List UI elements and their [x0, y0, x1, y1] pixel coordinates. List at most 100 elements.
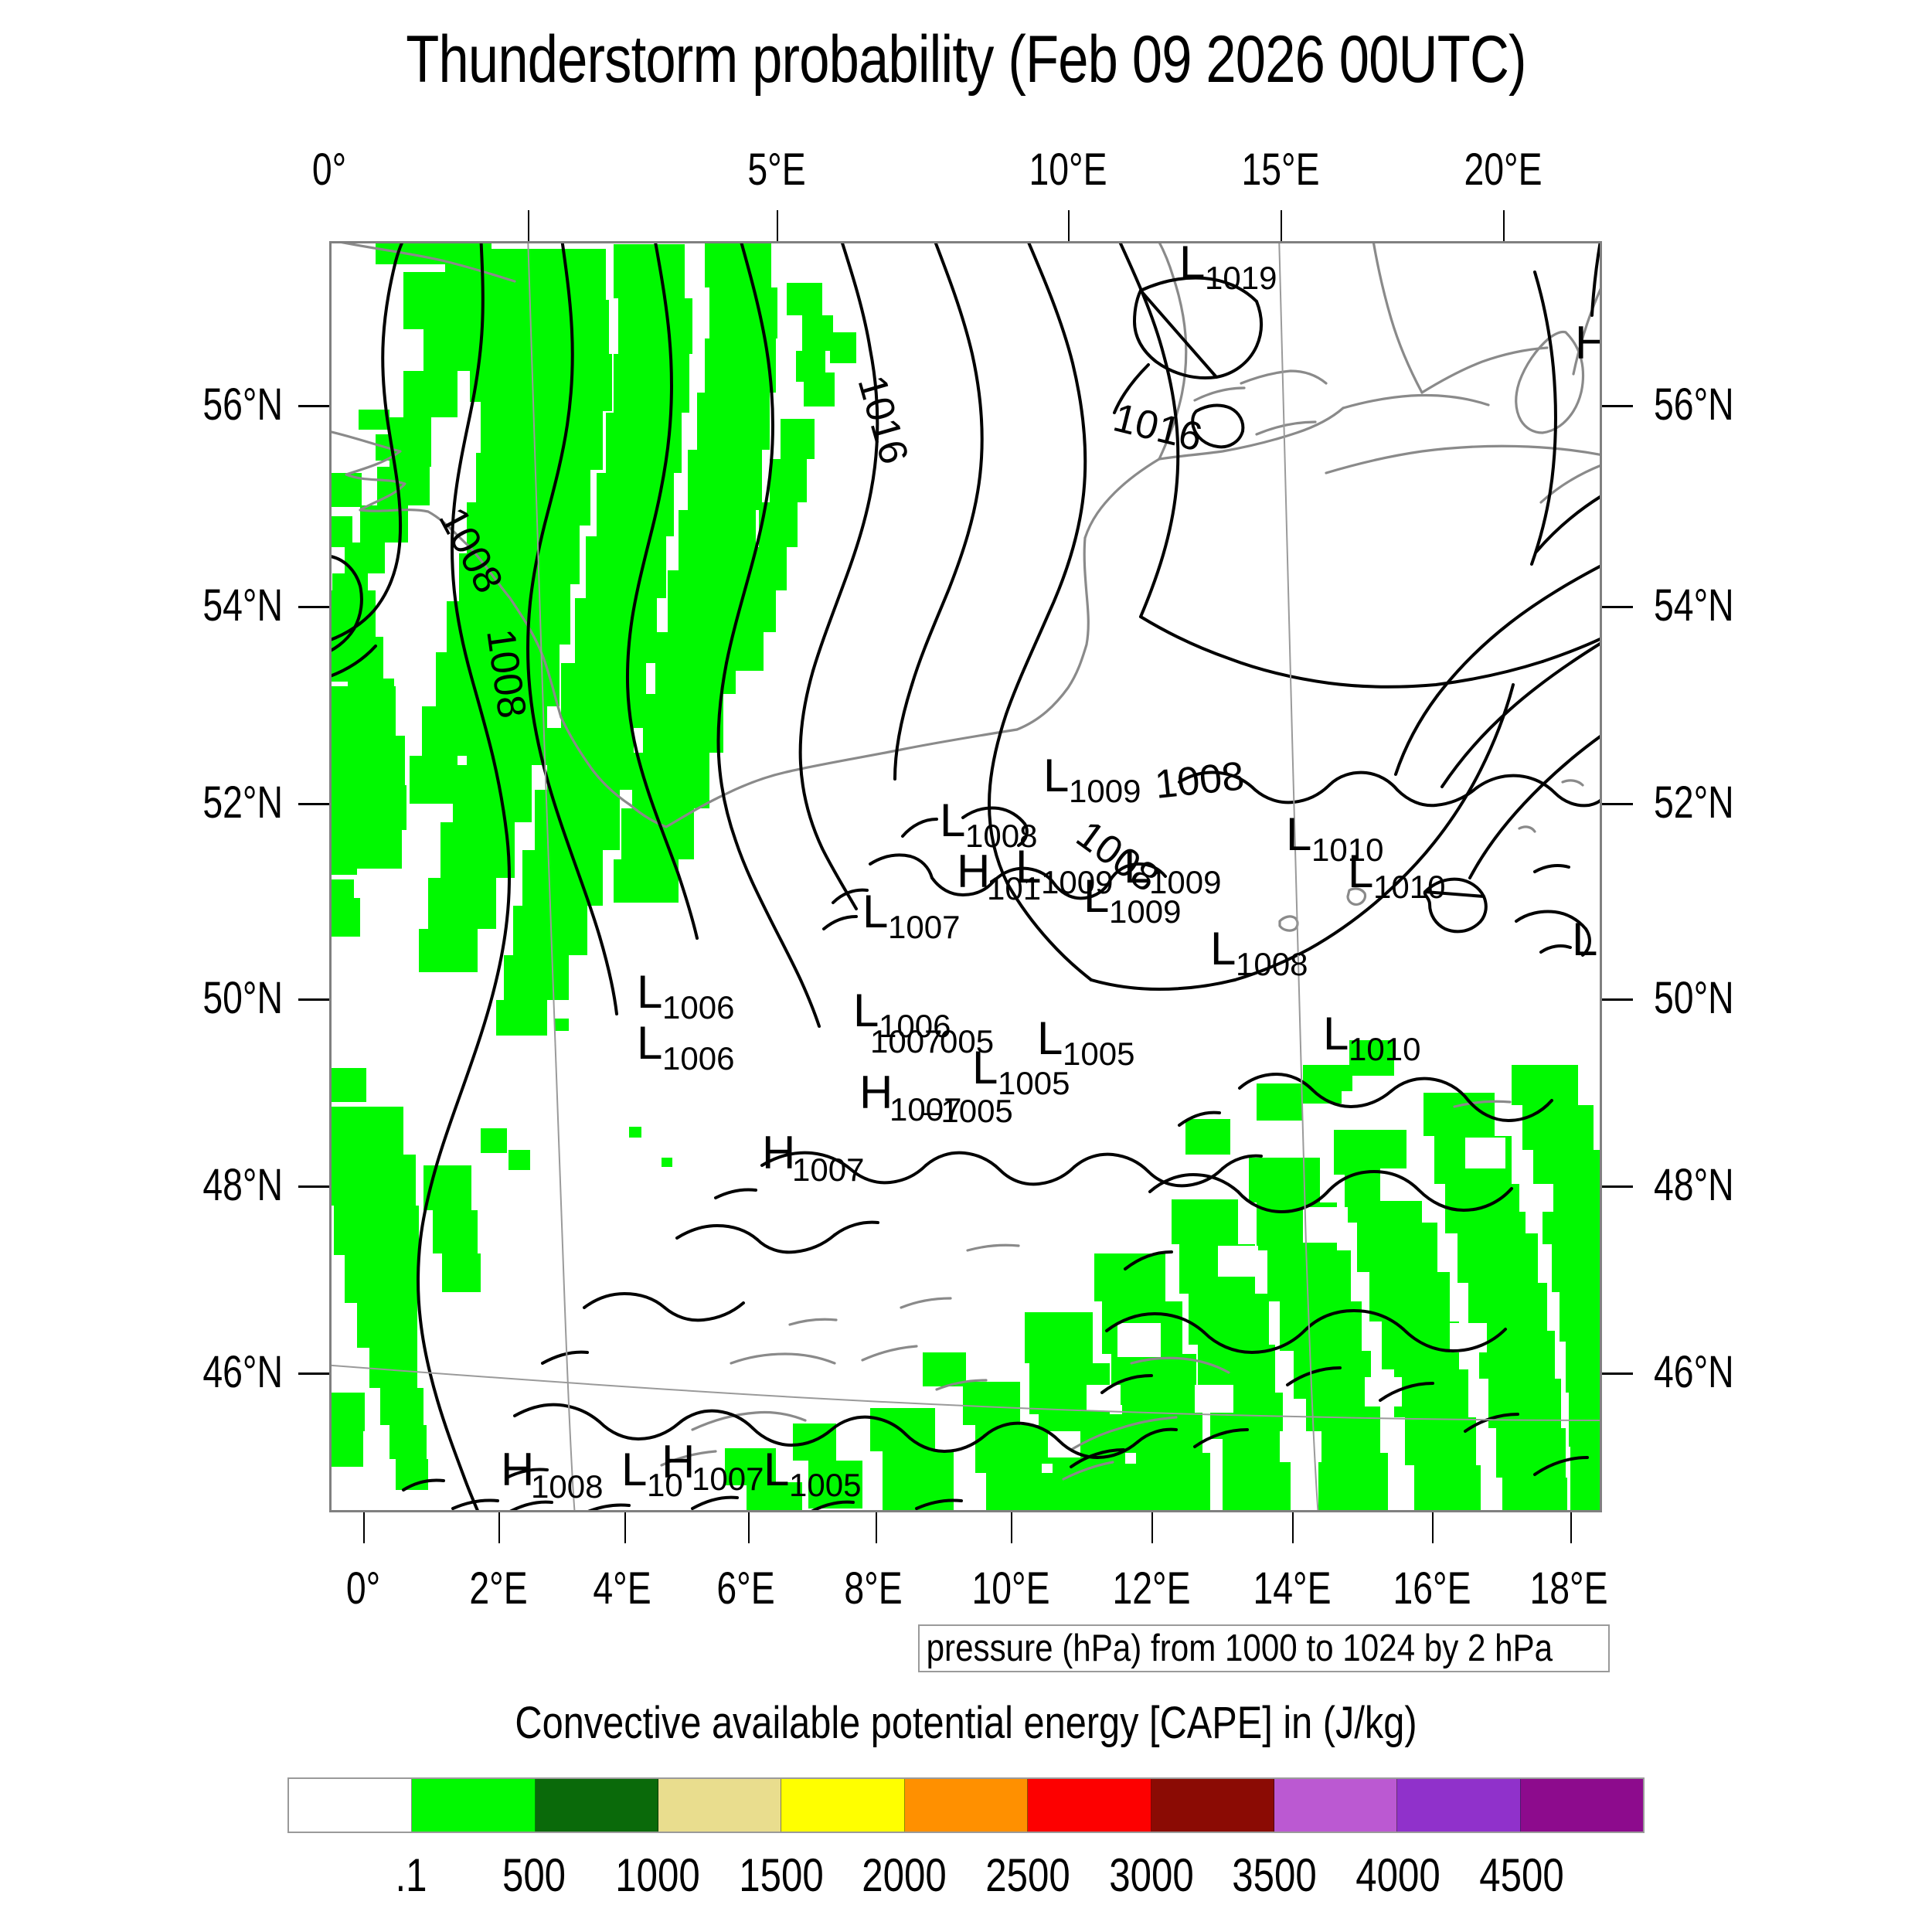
- svg-text:1009: 1009: [1149, 864, 1221, 900]
- axis-top-label-3: 15°E: [1241, 145, 1320, 195]
- pc-H1008-bottom: H 1008: [501, 1444, 603, 1505]
- svg-text:1005: 1005: [789, 1467, 861, 1503]
- svg-text:H: H: [501, 1444, 534, 1495]
- svg-text:1007: 1007: [792, 1151, 864, 1188]
- axis-right-label-2: 52°N: [1654, 777, 1734, 828]
- colorbar-label-9: 4500: [1478, 1849, 1564, 1901]
- colorbar-cell-8[interactable]: [1274, 1779, 1398, 1832]
- pc-L1005-bottom: L 1005: [764, 1444, 861, 1503]
- tick-top-5: [777, 210, 778, 241]
- pc-L1009-a: L 1009: [1043, 750, 1141, 809]
- axis-right-label-0: 56°N: [1654, 379, 1734, 430]
- svg-text:L: L: [1037, 1012, 1063, 1064]
- axis-left-label-2: 52°N: [202, 777, 283, 828]
- tick-bottom-10: [1011, 1512, 1012, 1543]
- map-plot-area[interactable]: 1016 1016 1008 1008 1008 1008: [329, 241, 1602, 1512]
- axis-top-label-2: 10°E: [1029, 145, 1107, 195]
- colorbar-cell-2[interactable]: [535, 1779, 659, 1832]
- tick-left-54: [298, 606, 329, 608]
- svg-text:1005: 1005: [998, 1065, 1070, 1101]
- tick-left-56: [298, 405, 329, 407]
- pressure-centres: L 1019 H 1 L 1009 L 1008: [501, 241, 1602, 1505]
- axis-bottom-label-1: 2°E: [469, 1563, 528, 1614]
- colorbar-cell-7[interactable]: [1151, 1779, 1274, 1832]
- colorbar-cell-3[interactable]: [658, 1779, 782, 1832]
- svg-text:H: H: [1575, 317, 1602, 369]
- tick-bottom-8: [876, 1512, 877, 1543]
- colorbar-label-2: 1000: [615, 1849, 700, 1901]
- colorbar-cell-0[interactable]: [289, 1779, 413, 1832]
- tick-bottom-4: [624, 1512, 626, 1543]
- plain-label-1005-dash: –1005: [923, 1093, 1013, 1129]
- colorbar-label-6: 3000: [1108, 1849, 1194, 1901]
- svg-text:1009: 1009: [1069, 773, 1141, 809]
- tick-bottom-16: [1432, 1512, 1434, 1543]
- isobar-label-1008-c: 1008: [1153, 753, 1247, 808]
- pc-L1008-a: L 1008: [940, 794, 1037, 854]
- tick-right-52: [1602, 803, 1633, 805]
- svg-text:L: L: [1323, 1008, 1349, 1060]
- pc-L1005-a: L 1005: [1037, 1012, 1134, 1072]
- tick-right-56: [1602, 405, 1633, 407]
- colorbar-label-7: 3500: [1232, 1849, 1318, 1901]
- colorbar-cell-9[interactable]: [1397, 1779, 1521, 1832]
- axis-bottom-label-6: 12°E: [1112, 1563, 1191, 1614]
- svg-text:L: L: [637, 966, 662, 1018]
- colorbar-label-5: 2500: [985, 1849, 1070, 1901]
- axis-bottom-label-8: 16°E: [1393, 1563, 1471, 1614]
- svg-text:L: L: [853, 985, 879, 1036]
- svg-text:L: L: [1348, 845, 1373, 897]
- axis-left-label-3: 50°N: [202, 973, 283, 1023]
- colorbar-cell-10[interactable]: [1520, 1779, 1643, 1832]
- svg-text:1008: 1008: [531, 1468, 603, 1505]
- colorbar-labels: .1 500 1000 1500 2000 2500 3000 3500 400…: [287, 1849, 1645, 1910]
- tick-left-50: [298, 998, 329, 1001]
- page-title: Thunderstorm probability (Feb 09 2026 00…: [406, 22, 1526, 97]
- svg-text:L: L: [1210, 923, 1236, 975]
- colorbar-cell-4[interactable]: [781, 1779, 905, 1832]
- pc-L10-bottom: L 10: [621, 1444, 683, 1503]
- map-canvas[interactable]: 1016 1016 1008 1008 1008 1008: [329, 241, 1602, 1512]
- pc-L1019: L 1019: [1179, 241, 1277, 296]
- pc-H1007-bottom: H 1007: [662, 1436, 764, 1497]
- colorbar-label-0: .1: [395, 1849, 427, 1901]
- svg-text:L: L: [972, 1042, 998, 1094]
- tick-bottom-18: [1570, 1512, 1572, 1543]
- pc-L1009-b: L 1009: [1015, 841, 1113, 900]
- colorbar-cells: [287, 1777, 1645, 1833]
- svg-text:H: H: [957, 845, 990, 897]
- pc-L1006-c: L 1006: [637, 1017, 734, 1077]
- colorbar-cell-1[interactable]: [412, 1779, 536, 1832]
- axis-bottom-label-3: 6°E: [716, 1563, 775, 1614]
- tick-bottom-6: [748, 1512, 750, 1543]
- tick-top-0: [528, 210, 529, 241]
- svg-text:L: L: [764, 1444, 789, 1495]
- axis-top-label-1: 5°E: [747, 145, 806, 195]
- colorbar-cell-6[interactable]: [1028, 1779, 1151, 1832]
- pc-L1005-b: L 1005: [972, 1042, 1070, 1101]
- svg-text:1010: 1010: [1373, 869, 1445, 905]
- axis-left-label-5: 46°N: [202, 1347, 283, 1397]
- tick-left-48: [298, 1185, 329, 1188]
- pc-L1009-c: L 1009: [1124, 841, 1221, 900]
- pc-L10-right: L 10: [1572, 913, 1602, 973]
- colorbar-cell-5[interactable]: [904, 1779, 1029, 1832]
- pc-L1010-b: L 1010: [1348, 845, 1445, 905]
- colorbar-label-4: 2000: [862, 1849, 947, 1901]
- axis-right-label-4: 48°N: [1654, 1160, 1734, 1210]
- pc-L1008-b: L 1008: [1210, 923, 1308, 982]
- svg-text:L: L: [1015, 841, 1041, 893]
- svg-text:H: H: [662, 1436, 695, 1488]
- svg-text:L: L: [1083, 870, 1109, 922]
- tick-right-46: [1602, 1372, 1633, 1375]
- axis-top-label-0: 0°: [311, 145, 347, 195]
- svg-text:1008: 1008: [965, 818, 1037, 854]
- graticule-layer: [329, 241, 1602, 1512]
- colorbar[interactable]: [287, 1777, 1645, 1833]
- tick-left-52: [298, 803, 329, 805]
- axis-bottom-label-4: 8°E: [844, 1563, 903, 1614]
- tick-right-48: [1602, 1185, 1633, 1188]
- svg-text:1019: 1019: [1205, 260, 1277, 296]
- svg-text:L: L: [1124, 841, 1149, 893]
